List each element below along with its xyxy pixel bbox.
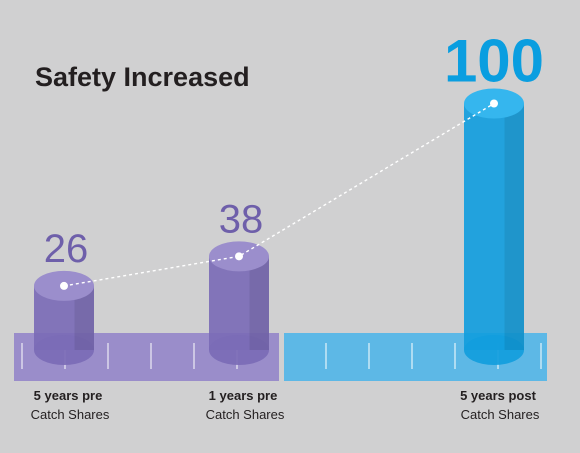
bar-shade <box>504 103 524 350</box>
bar-shade <box>74 285 94 350</box>
category-sublabel: Catch Shares <box>206 407 285 422</box>
value-label: 100 <box>444 28 544 95</box>
category-label: 5 years post <box>460 388 537 403</box>
bar-bottom <box>464 335 524 365</box>
chart-title: Safety Increased <box>35 62 250 92</box>
value-label: 26 <box>44 227 89 271</box>
bar-bottom <box>34 335 94 365</box>
category-label: 1 years pre <box>209 388 278 403</box>
labels: 26 5 years pre Catch Shares 38 1 years pre Ca… <box>31 28 544 423</box>
bar <box>464 88 524 365</box>
trend-point <box>490 99 498 108</box>
category-label: 5 years pre <box>34 388 103 403</box>
bar <box>34 270 94 365</box>
bar-shade <box>249 256 269 350</box>
trend-point <box>60 281 68 290</box>
bars <box>34 88 524 365</box>
value-label: 38 <box>219 197 264 241</box>
bar-bottom <box>209 335 269 365</box>
trend-point <box>235 252 243 261</box>
category-sublabel: Catch Shares <box>461 407 540 422</box>
trend-line <box>60 99 498 290</box>
category-sublabel: Catch Shares <box>31 407 110 422</box>
bar-body <box>464 103 524 350</box>
bar <box>209 241 269 365</box>
bar-body <box>209 256 269 350</box>
